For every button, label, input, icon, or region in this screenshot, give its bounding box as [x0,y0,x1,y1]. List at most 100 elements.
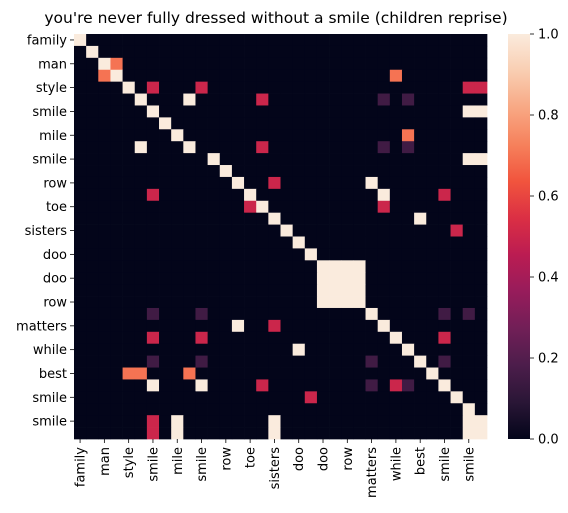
heatmap-cell [98,141,111,154]
heatmap-cell [462,296,476,309]
heatmap-cell [450,236,464,249]
colorbar-tick-label: 0.8 [538,109,559,124]
heatmap-cell [207,403,221,416]
heatmap-cell [256,224,269,237]
heatmap-cell [110,81,123,94]
heatmap-cell [122,93,136,106]
heatmap-cell [146,284,160,297]
heatmap-cell [316,188,330,202]
heatmap-cell [146,236,160,249]
heatmap-cell [159,176,172,190]
heatmap-cell [171,403,184,416]
heatmap-cell [304,188,318,202]
heatmap-cell [316,129,330,142]
heatmap-cell [474,427,488,440]
heatmap-cell [195,57,208,71]
heatmap-cell [244,391,257,404]
heatmap-cell [474,224,488,237]
heatmap-cell [256,153,269,166]
heatmap-cell [195,272,208,285]
heatmap-cell [122,224,136,237]
heatmap-cell [474,307,488,321]
y-tick-label: best [39,367,67,382]
heatmap-cell [86,141,99,154]
heatmap-cell [183,45,196,59]
heatmap-cell [74,81,87,94]
heatmap-cell [426,355,439,368]
heatmap-cell [462,45,476,59]
heatmap-cell [256,307,269,321]
heatmap-cell [171,153,184,166]
heatmap-cell [195,343,208,356]
heatmap-cell [304,415,318,428]
heatmap-cell [268,367,281,380]
heatmap-cell [389,272,403,285]
heatmap-cell [134,81,148,94]
heatmap-cell [110,34,123,47]
heatmap-cell [450,331,464,345]
heatmap-cell [244,45,257,59]
heatmap-cell [474,57,488,71]
heatmap-cell [304,379,318,392]
heatmap-cell [110,403,123,416]
heatmap-cell [74,165,87,178]
heatmap-cell [353,379,366,392]
heatmap-cell [353,57,366,71]
heatmap-cell [110,367,123,380]
heatmap-cell [474,248,488,261]
heatmap-cell [74,141,87,154]
heatmap-cell [426,272,439,285]
heatmap-cell [329,45,342,59]
heatmap-cell [341,331,354,345]
heatmap-cell [159,415,172,428]
heatmap-cell [377,57,391,71]
heatmap-cell [134,427,148,440]
heatmap-cell [244,296,257,309]
heatmap-cell [353,69,366,82]
heatmap-cell [426,129,439,142]
heatmap-cell [171,391,184,404]
heatmap-cell [292,403,306,416]
heatmap-cell [438,188,451,202]
heatmap-cell [329,34,342,47]
heatmap-cell [219,319,233,333]
heatmap-cell [292,81,306,94]
heatmap-cell [438,379,451,392]
heatmap-cell [401,403,415,416]
heatmap-cell [329,427,342,440]
heatmap-cell [86,307,99,321]
heatmap-cell [207,415,221,428]
heatmap-cell [304,391,318,404]
heatmap-cell [401,34,415,47]
heatmap-cell [450,343,464,356]
heatmap-cell [353,343,366,356]
heatmap-cell [450,224,464,237]
heatmap-cell [207,188,221,202]
heatmap-cell [98,176,111,190]
heatmap-cell [377,200,391,214]
heatmap-cell [341,93,354,106]
heatmap-cell [401,391,415,404]
heatmap-cell [474,355,488,368]
heatmap-cell [268,272,281,285]
heatmap-cell [122,319,136,333]
heatmap-cell [353,367,366,380]
heatmap-cell [365,212,379,225]
heatmap-cell [207,343,221,356]
heatmap-cell [377,379,391,392]
heatmap-cell [377,260,391,273]
heatmap-cell [134,57,148,71]
heatmap-cell [316,105,330,118]
heatmap-cell [219,224,233,237]
heatmap-cell [450,319,464,333]
heatmap-cell [134,153,148,166]
heatmap-cell [304,200,318,214]
heatmap-cell [316,284,330,297]
heatmap-cell [316,165,330,178]
heatmap-cell [244,153,257,166]
heatmap-cell [122,236,136,249]
heatmap-cell [244,403,257,416]
heatmap-cell [207,176,221,190]
heatmap-cell [159,57,172,71]
heatmap-cell [426,69,439,82]
